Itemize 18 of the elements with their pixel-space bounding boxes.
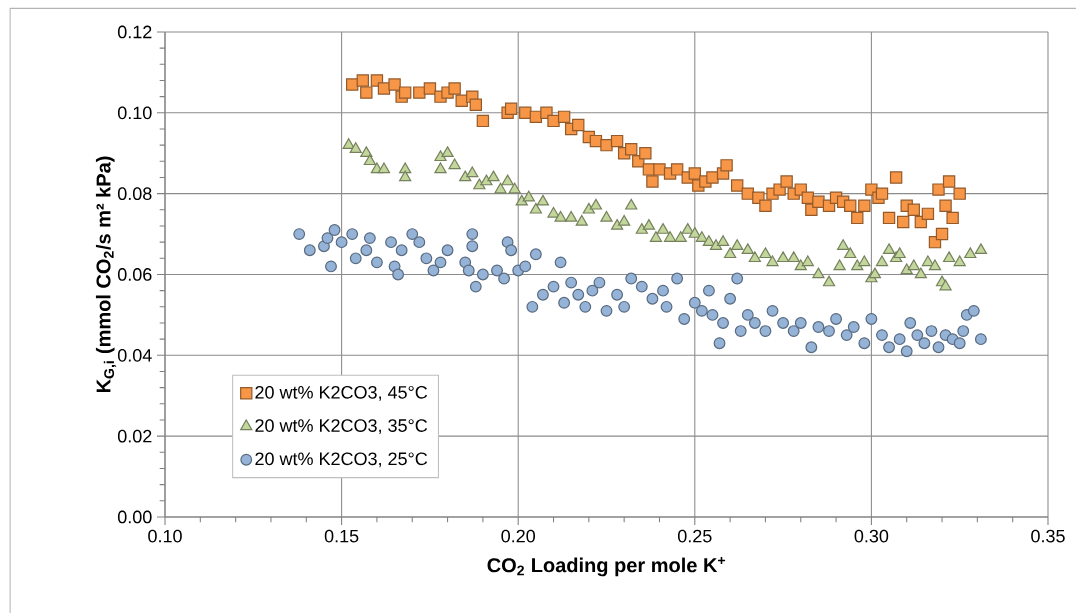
y-axis-title: K$_{G,i}$ (mmol CO$_{2}$/s m² kPa) <box>95 156 117 393</box>
y-tick-label: 0.12 <box>117 25 152 39</box>
legend-label: 20 wt% K2CO3, 35°C <box>255 419 428 435</box>
x-tick-label: 0.35 <box>1031 529 1065 543</box>
y-tick-label: 0.00 <box>117 510 152 524</box>
x-tick-label: 0.25 <box>677 529 712 543</box>
y-tick-label: 0.08 <box>117 187 152 201</box>
x-tick-label: 0.15 <box>324 529 359 543</box>
y-tick-label: 0.10 <box>117 106 152 120</box>
y-tick-label: 0.06 <box>117 268 152 281</box>
x-tick-label: 0.30 <box>854 529 889 543</box>
x-tick-label: 0.20 <box>501 529 536 543</box>
legend-label: 20 wt% K2CO3, 25°C <box>255 452 428 468</box>
y-tick-label: 0.02 <box>117 429 152 443</box>
x-axis-title: CO$_{2}$ Loading per mole K$^{+}$ <box>487 556 726 577</box>
x-tick-label: 0.10 <box>148 529 182 543</box>
y-tick-label: 0.04 <box>117 348 152 362</box>
legend-label: 20 wt% K2CO3, 45°C <box>255 385 428 401</box>
